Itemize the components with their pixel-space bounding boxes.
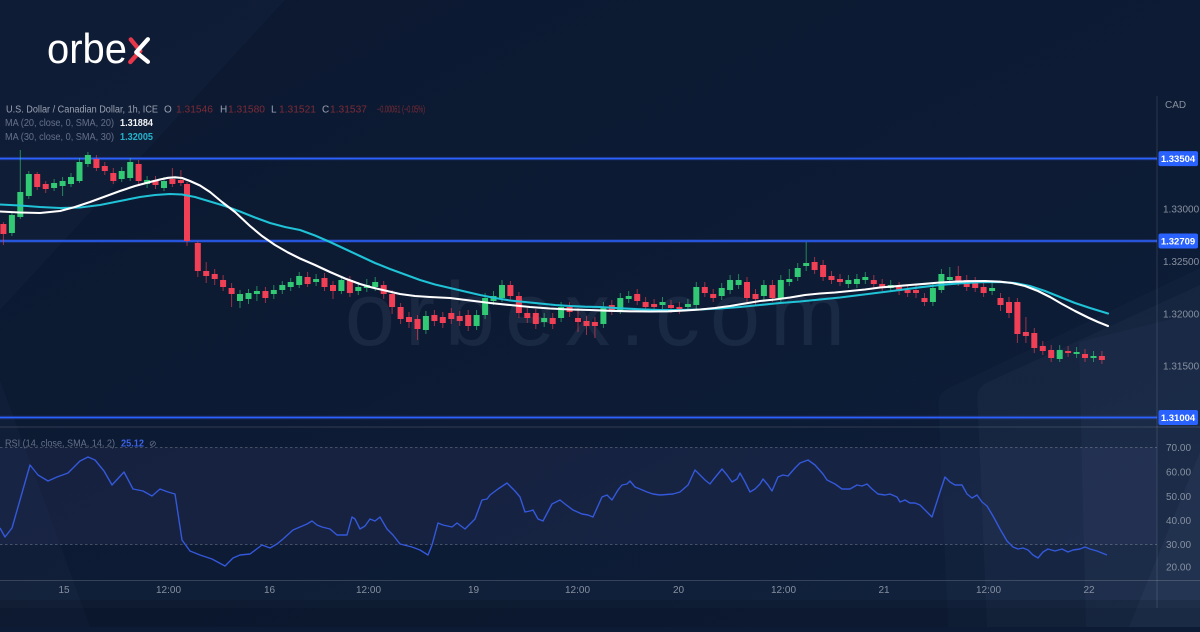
- svg-text:60.00: 60.00: [1166, 468, 1191, 479]
- svg-text:1.31521: 1.31521: [279, 105, 316, 116]
- svg-text:20: 20: [673, 585, 685, 596]
- svg-text:U.S. Dollar / Canadian Dollar,: U.S. Dollar / Canadian Dollar, 1h, ICE: [6, 105, 158, 116]
- svg-text:1.32000: 1.32000: [1163, 310, 1200, 321]
- svg-text:20.00: 20.00: [1166, 563, 1191, 574]
- svg-text:1.31546: 1.31546: [176, 105, 213, 116]
- svg-text:16: 16: [264, 585, 276, 596]
- svg-text:O: O: [164, 105, 172, 116]
- svg-text:12:00: 12:00: [356, 585, 381, 596]
- svg-text:H: H: [220, 105, 227, 116]
- svg-text:1.31884: 1.31884: [120, 118, 153, 129]
- svg-text:25.12: 25.12: [121, 439, 144, 450]
- svg-text:12:00: 12:00: [565, 585, 590, 596]
- svg-text:12:00: 12:00: [976, 585, 1001, 596]
- svg-text:C: C: [322, 105, 329, 116]
- svg-text:40.00: 40.00: [1166, 516, 1191, 527]
- svg-text:1.32005: 1.32005: [120, 132, 153, 143]
- svg-text:orbe: orbe: [47, 25, 127, 72]
- svg-text:1.32500: 1.32500: [1163, 257, 1200, 268]
- svg-text:−0.00061 (−0.05%): −0.00061 (−0.05%): [377, 105, 425, 116]
- svg-text:RSI (14, close, SMA, 14, 2): RSI (14, close, SMA, 14, 2): [5, 439, 115, 450]
- svg-text:30.00: 30.00: [1166, 540, 1191, 551]
- svg-text:1.31004: 1.31004: [1161, 413, 1196, 424]
- svg-text:21: 21: [878, 585, 890, 596]
- svg-text:MA (20, close, 0, SMA, 20): MA (20, close, 0, SMA, 20): [5, 118, 114, 129]
- svg-text:1.33504: 1.33504: [1161, 154, 1196, 165]
- svg-text:1.31580: 1.31580: [228, 105, 265, 116]
- svg-text:MA (30, close, 0, SMA, 30): MA (30, close, 0, SMA, 30): [5, 132, 114, 143]
- svg-text:50.00: 50.00: [1166, 492, 1191, 503]
- svg-text:1.32709: 1.32709: [1161, 237, 1195, 248]
- svg-text:1.33000: 1.33000: [1163, 205, 1200, 216]
- svg-text:12:00: 12:00: [156, 585, 181, 596]
- svg-text:22: 22: [1083, 585, 1095, 596]
- svg-text:CAD: CAD: [1165, 100, 1186, 111]
- svg-text:15: 15: [58, 585, 70, 596]
- svg-text:⊘: ⊘: [149, 439, 157, 449]
- svg-text:12:00: 12:00: [771, 585, 796, 596]
- svg-text:1.31537: 1.31537: [330, 105, 367, 116]
- svg-text:L: L: [271, 105, 277, 116]
- svg-text:70.00: 70.00: [1166, 443, 1191, 454]
- svg-text:1.31500: 1.31500: [1163, 362, 1200, 373]
- svg-text:19: 19: [468, 585, 480, 596]
